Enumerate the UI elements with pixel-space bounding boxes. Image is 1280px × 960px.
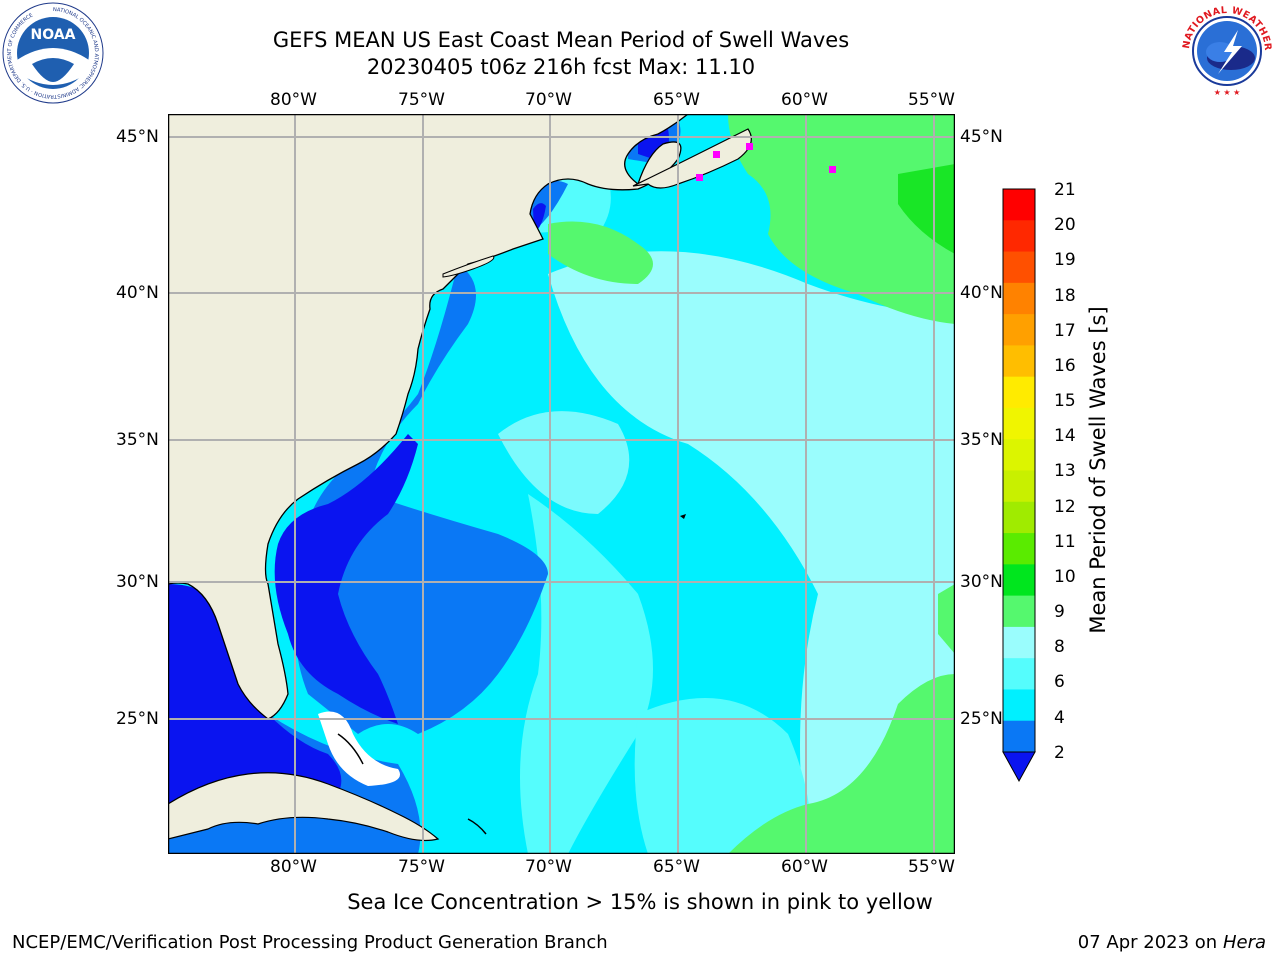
region-medium-blue (294, 264, 548, 734)
colorbar-segment (1003, 282, 1035, 315)
lon-label-bottom: 55°W (908, 857, 955, 877)
noaa-logo: NOAA NATIONAL OCEANIC AND ATMOSPHERIC AD… (2, 2, 104, 104)
colorbar-segment (1003, 720, 1035, 753)
lat-label-right: 35°N (960, 430, 1003, 450)
colorbar-tick: 17 (1054, 321, 1076, 341)
sea-ice-marker (696, 174, 703, 181)
colorbar-segment (1003, 595, 1035, 628)
colorbar-tick: 16 (1054, 356, 1076, 376)
colorbar-segment (1003, 407, 1035, 440)
colorbar-tick: 21 (1054, 180, 1076, 200)
colorbar-segment (1003, 189, 1035, 221)
sea-ice-marker (713, 151, 720, 158)
region-light-cyan (520, 494, 653, 854)
lon-label-top: 75°W (398, 90, 445, 110)
colorbar-segment (1003, 470, 1035, 503)
lat-label-right: 45°N (960, 127, 1003, 147)
land-north-america (168, 114, 690, 720)
footer-host: Hera (1222, 932, 1266, 953)
colorbar-segment (1003, 533, 1035, 565)
colorbar-segment (1003, 345, 1035, 378)
chart-title: GEFS MEAN US East Coast Mean Period of S… (272, 28, 850, 52)
colorbar-tick: 8 (1054, 637, 1065, 657)
lat-label-left: 35°N (116, 430, 159, 450)
colorbar-segment (1003, 251, 1035, 284)
lon-label-top: 65°W (653, 90, 700, 110)
colorbar-segment (1003, 439, 1035, 471)
footer-date-text: 07 Apr 2023 on (1077, 932, 1223, 953)
lon-label-top: 60°W (781, 90, 828, 110)
lon-label-bottom: 70°W (525, 857, 572, 877)
colorbar-segment (1003, 314, 1035, 346)
colorbar-segment (1003, 626, 1035, 659)
sea-ice-marker (746, 143, 753, 150)
lat-label-right: 30°N (960, 572, 1003, 592)
colorbar-tick: 12 (1054, 497, 1076, 517)
lon-label-bottom: 75°W (398, 857, 445, 877)
colorbar-segment (1003, 220, 1035, 253)
nws-stars: ★ ★ ★ (1214, 88, 1241, 97)
colorbar-tick: 14 (1054, 426, 1076, 446)
colorbar-tick: 11 (1054, 532, 1076, 552)
land-cuba (168, 772, 440, 842)
colorbar-tick: 18 (1054, 286, 1076, 306)
colorbar-tick: 4 (1054, 708, 1065, 728)
colorbar-tick: 6 (1054, 672, 1065, 692)
colorbar-segment (1003, 501, 1035, 534)
lon-label-bottom: 60°W (781, 857, 828, 877)
lat-label-left: 30°N (116, 572, 159, 592)
lat-label-left: 40°N (116, 283, 159, 303)
colorbar-segment (1003, 564, 1035, 597)
bermuda (680, 514, 686, 519)
region-light-green (728, 114, 955, 324)
noaa-logo-text: NOAA (31, 27, 76, 43)
lon-label-top: 70°W (525, 90, 572, 110)
colorbar-tick: 2 (1054, 743, 1065, 763)
lat-label-left: 45°N (116, 127, 159, 147)
colorbar (1002, 188, 1036, 784)
colorbar-frame (1002, 188, 1036, 753)
footer-date: 07 Apr 2023 on Hera (1078, 932, 1266, 953)
colorbar-under-triangle (1002, 751, 1036, 783)
map-frame (167, 113, 956, 855)
lat-label-right: 25°N (960, 709, 1003, 729)
colorbar-segment (1003, 376, 1035, 409)
colorbar-tick: 9 (1054, 602, 1065, 622)
lon-label-top: 55°W (908, 90, 955, 110)
colorbar-label: Mean Period of Swell Waves [s] (1086, 306, 1110, 634)
lat-label-left: 25°N (116, 709, 159, 729)
colorbar-tick: 10 (1054, 567, 1076, 587)
lat-label-right: 40°N (960, 283, 1003, 303)
colorbar-tick: 19 (1054, 250, 1076, 270)
lon-label-bottom: 65°W (653, 857, 700, 877)
region-pale-cyan (548, 251, 955, 854)
colorbar-tick: 15 (1054, 391, 1076, 411)
lon-label-bottom: 80°W (270, 857, 317, 877)
colorbar-segment (1003, 658, 1035, 690)
chart-subtitle: 20230405 t06z 216h fcst Max: 11.10 (366, 55, 756, 79)
sea-ice-marker (829, 166, 836, 173)
region-deep-blue (274, 434, 418, 724)
graticule (168, 114, 955, 854)
nws-logo: NATIONAL WEATHER SERVICE ★ ★ ★ (1172, 0, 1278, 102)
bahamas-shoal (318, 711, 400, 786)
footer-credit: NCEP/EMC/Verification Post Processing Pr… (12, 932, 608, 953)
map-panel (167, 113, 956, 855)
colorbar-tick: 20 (1054, 215, 1076, 235)
colorbar-segment (1003, 689, 1035, 722)
region-green (898, 164, 955, 254)
colorbar-tick: 13 (1054, 461, 1076, 481)
lon-label-top: 80°W (270, 90, 317, 110)
sea-ice-note: Sea Ice Concentration > 15% is shown in … (347, 890, 933, 914)
